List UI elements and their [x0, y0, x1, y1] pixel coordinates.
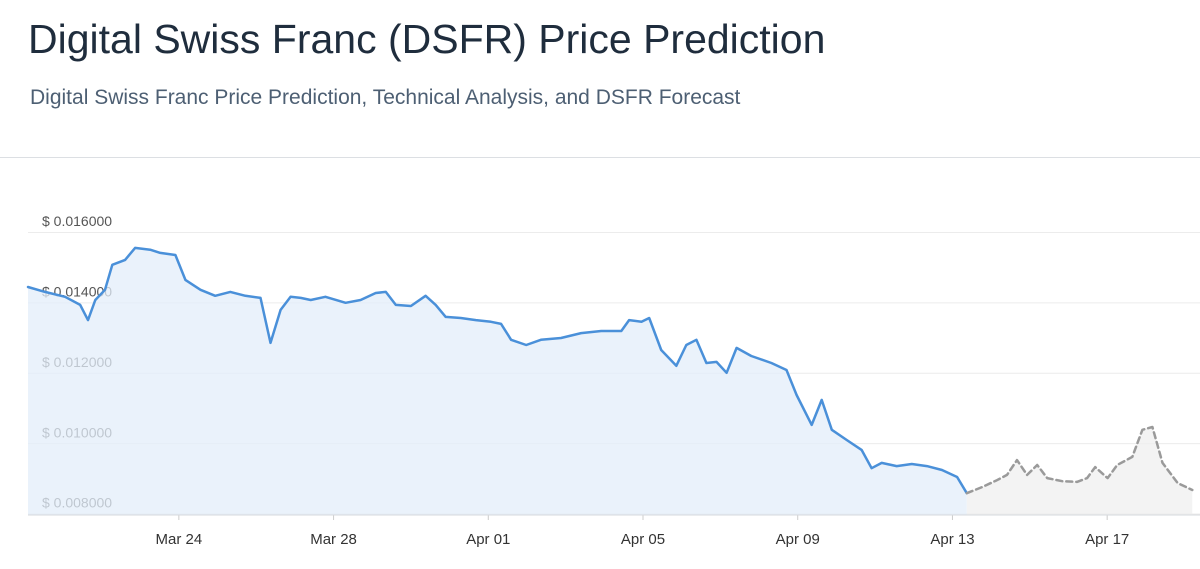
x-tick-label: Apr 09: [776, 531, 820, 548]
x-tick-label: Apr 17: [1085, 531, 1129, 548]
x-tick-label: Apr 01: [466, 531, 510, 548]
area-fill: [28, 247, 967, 515]
x-tick-label: Apr 05: [621, 531, 665, 548]
x-tick-label: Mar 28: [310, 531, 357, 548]
y-tick-label: $ 0.016000: [42, 213, 112, 229]
page-title: Digital Swiss Franc (DSFR) Price Predict…: [28, 16, 826, 62]
divider: [0, 157, 1200, 158]
area-fill: [966, 427, 1193, 515]
x-tick-label: Mar 24: [156, 531, 203, 548]
x-tick-label: Apr 13: [930, 531, 974, 548]
price-line: [26, 246, 969, 495]
price-line: [965, 425, 1194, 495]
page-subtitle: Digital Swiss Franc Price Prediction, Te…: [30, 86, 741, 109]
